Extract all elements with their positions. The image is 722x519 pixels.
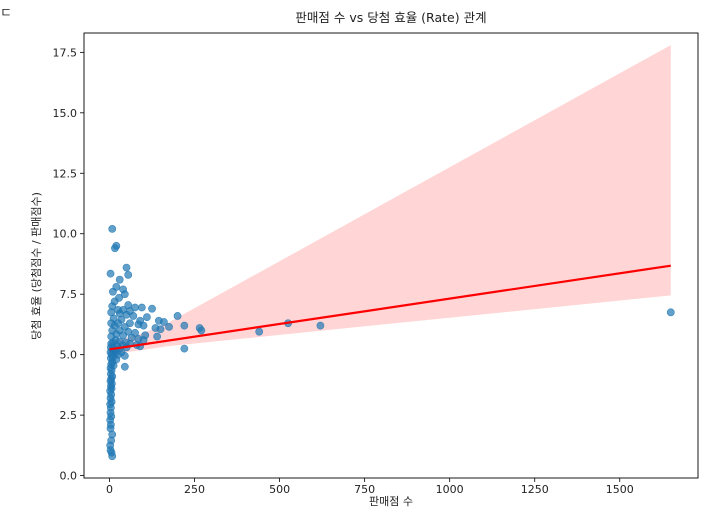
data-point-27 <box>666 308 675 317</box>
y-tick-label: 5.0 <box>60 349 78 362</box>
confidence-band-layer <box>109 45 671 355</box>
data-point-6 <box>115 275 124 284</box>
data-point-10 <box>120 290 129 299</box>
data-point-25 <box>143 313 151 322</box>
data-point-47 <box>197 326 206 335</box>
data-point-56 <box>119 331 128 340</box>
data-point-2 <box>111 244 119 253</box>
corner-glyph: ㄷ <box>0 6 12 21</box>
data-point-0 <box>108 224 117 233</box>
x-tick-label: 1500 <box>606 483 634 496</box>
confidence-band <box>109 45 671 355</box>
data-point-116 <box>108 452 117 461</box>
y-tick-label: 7.5 <box>60 288 78 301</box>
data-point-90 <box>120 362 129 371</box>
data-point-46 <box>156 325 165 334</box>
data-point-17 <box>148 304 156 313</box>
y-tick-label: 15.0 <box>53 107 78 120</box>
y-tick-label: 17.5 <box>53 46 78 59</box>
x-tick-label: 500 <box>269 483 290 496</box>
data-point-48 <box>255 327 264 336</box>
y-axis-label: 당첨 효율 (당첨점수 / 판매점수) <box>30 192 43 340</box>
y-ticks-layer: 0.0 2.5 5.0 7.5 10.0 12.5 15.0 17.5 <box>53 46 84 483</box>
regression-line <box>109 264 671 351</box>
x-tick-label: 0 <box>106 483 113 496</box>
x-tick-label: 1000 <box>436 483 464 496</box>
data-point-37 <box>139 321 148 330</box>
x-tick-label: 1250 <box>521 483 549 496</box>
data-point-39 <box>316 321 325 330</box>
data-point-3 <box>122 263 131 272</box>
x-ticks-layer: 0 250 500 750 1000 1250 1500 <box>106 478 634 496</box>
y-tick-label: 0.0 <box>60 470 78 483</box>
axes-layer <box>83 32 699 479</box>
regression-line-layer <box>109 264 671 351</box>
plot-frame <box>83 32 699 479</box>
chart-title: 판매점 수 vs 당첨 효율 (Rate) 관계 <box>295 10 486 25</box>
data-point-83 <box>120 351 129 360</box>
data-point-24 <box>129 312 138 320</box>
x-axis-label: 판매점 수 <box>369 495 413 508</box>
data-point-5 <box>124 270 133 279</box>
data-point-4 <box>106 269 115 278</box>
data-point-26 <box>173 312 182 320</box>
data-point-32 <box>160 318 168 326</box>
x-tick-label: 250 <box>184 483 205 496</box>
data-point-45 <box>165 322 173 331</box>
data-point-40 <box>180 321 189 330</box>
data-point-9 <box>109 287 117 296</box>
y-tick-label: 2.5 <box>60 409 78 422</box>
data-point-54 <box>153 332 162 341</box>
data-point-16 <box>137 303 146 312</box>
data-point-75 <box>180 344 189 353</box>
y-tick-label: 12.5 <box>53 167 78 180</box>
x-tick-label: 750 <box>354 483 375 496</box>
y-tick-label: 10.0 <box>53 228 78 241</box>
